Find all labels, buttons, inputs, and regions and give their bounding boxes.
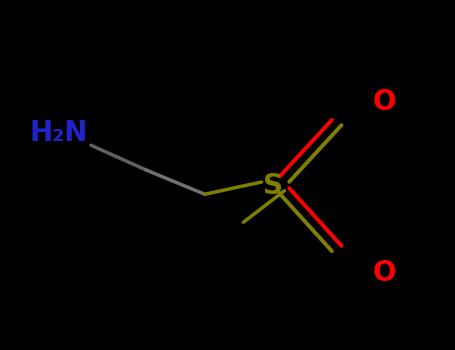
Text: H₂N: H₂N xyxy=(30,119,88,147)
Text: S: S xyxy=(263,172,283,200)
Text: O: O xyxy=(373,88,396,116)
Text: O: O xyxy=(373,259,396,287)
